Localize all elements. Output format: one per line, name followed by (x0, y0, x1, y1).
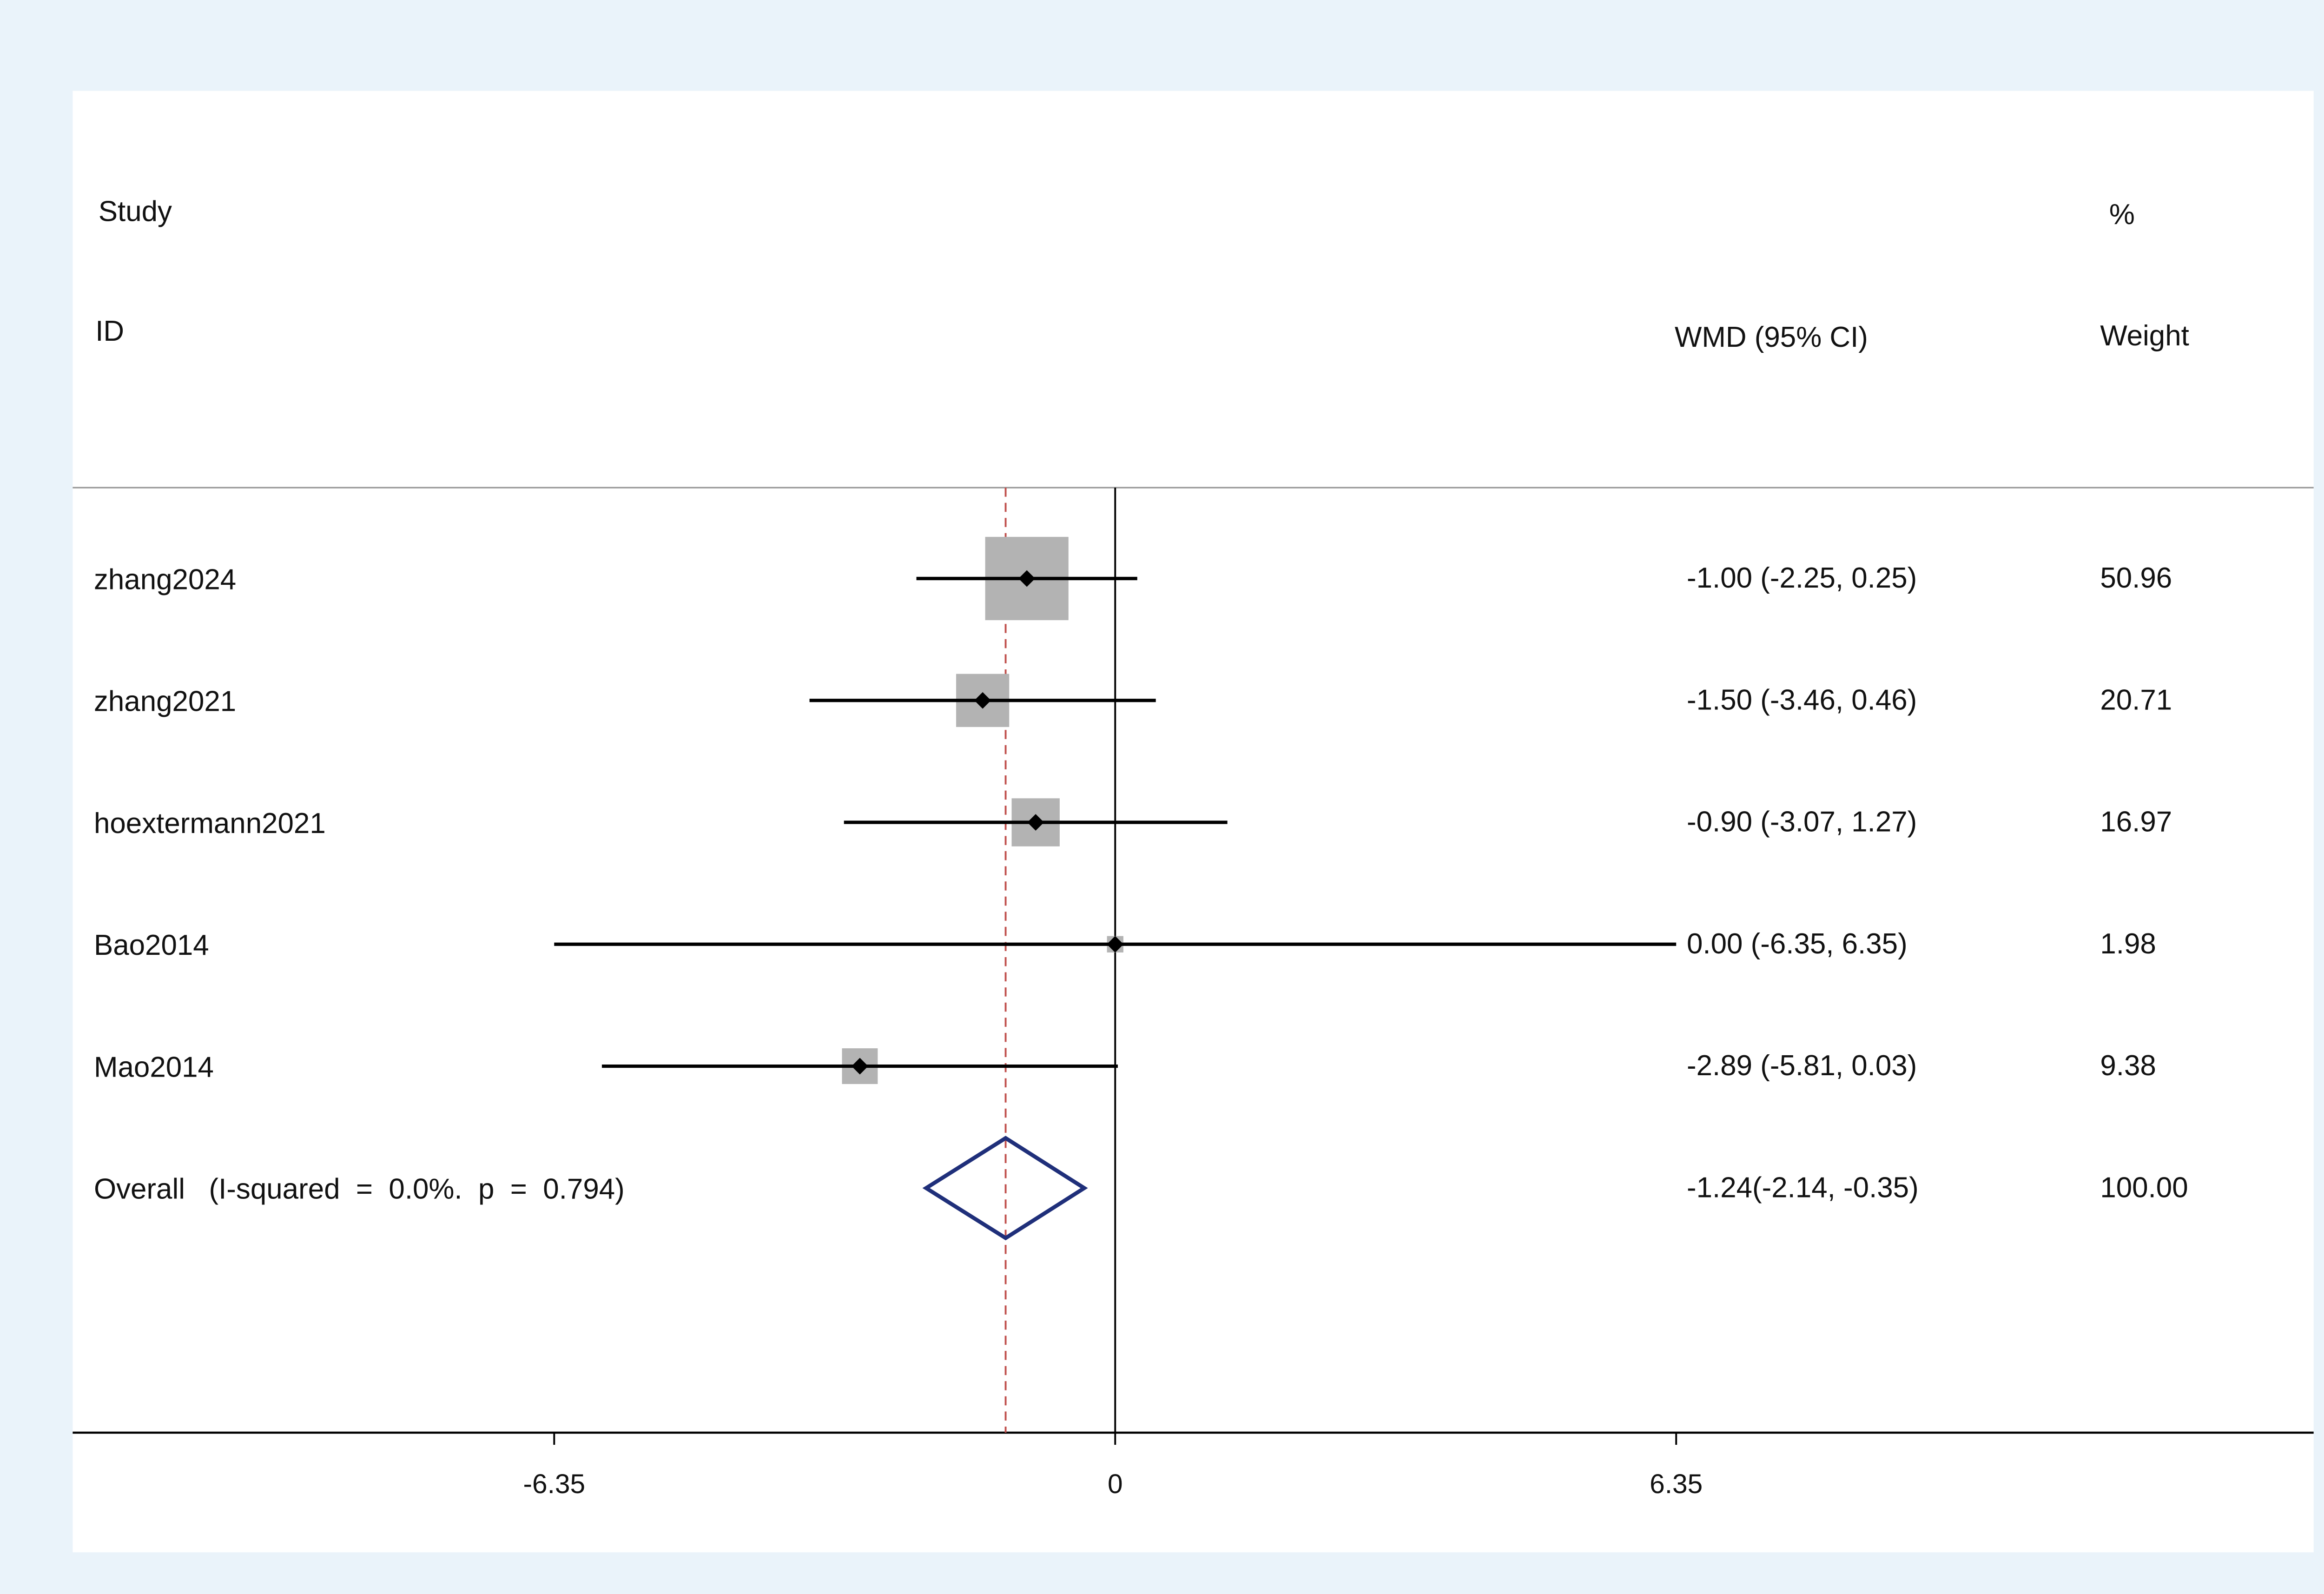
header-weight: Weight (2100, 320, 2189, 352)
overall-label: Overall (I-squared = 0.0%. p = 0.794) (94, 1173, 625, 1205)
study-weight-label: 20.71 (2100, 684, 2172, 716)
study-label: Mao2014 (94, 1051, 214, 1083)
study-weight-label: 9.38 (2100, 1050, 2156, 1082)
x-tick-label: 6.35 (1650, 1469, 1703, 1499)
header-study: Study (99, 196, 172, 228)
study-label: zhang2021 (94, 686, 236, 718)
study-ci-label: -2.89 (-5.81, 0.03) (1687, 1050, 1917, 1082)
point-estimate (974, 692, 991, 709)
x-tick-label: 0 (1108, 1469, 1123, 1499)
overall-row: Overall (I-squared = 0.0%. p = 0.794) -1.… (94, 1136, 2188, 1241)
study-weight-label: 16.97 (2100, 806, 2172, 838)
study-row: zhang2024 -1.00 (-2.25, 0.25) 50.96 (94, 536, 2172, 621)
overall-ci-label: -1.24(-2.14, -0.35) (1687, 1171, 1919, 1204)
study-row: zhang2021 -1.50 (-3.46, 0.46) 20.71 (94, 674, 2172, 727)
x-tick-label: -6.35 (523, 1469, 585, 1499)
study-ci-label: -0.90 (-3.07, 1.27) (1687, 806, 1917, 838)
study-ci-label: -1.50 (-3.46, 0.46) (1687, 684, 1917, 716)
overall-weight-label: 100.00 (2100, 1171, 2188, 1204)
study-weight-label: 50.96 (2100, 562, 2172, 594)
study-row: Bao2014 0.00 (-6.35, 6.35) 1.98 (94, 928, 2156, 961)
header-id: ID (95, 315, 124, 347)
study-label: Bao2014 (94, 929, 209, 961)
study-weight-label: 1.98 (2100, 928, 2156, 960)
point-estimate (1107, 936, 1124, 953)
study-ci-label: 0.00 (-6.35, 6.35) (1687, 928, 1908, 960)
overall-diamond (922, 1136, 1088, 1241)
header-effect: WMD (95% CI) (1675, 321, 1868, 353)
study-row: hoextermann2021 -0.90 (-3.07, 1.27) 16.97 (94, 798, 2172, 847)
header-percent: % (2109, 198, 2135, 231)
study-ci-label: -1.00 (-2.25, 0.25) (1687, 562, 1917, 594)
study-row: Mao2014 -2.89 (-5.81, 0.03) 9.38 (94, 1048, 2156, 1084)
study-label: zhang2024 (94, 563, 236, 595)
study-label: hoextermann2021 (94, 807, 326, 840)
